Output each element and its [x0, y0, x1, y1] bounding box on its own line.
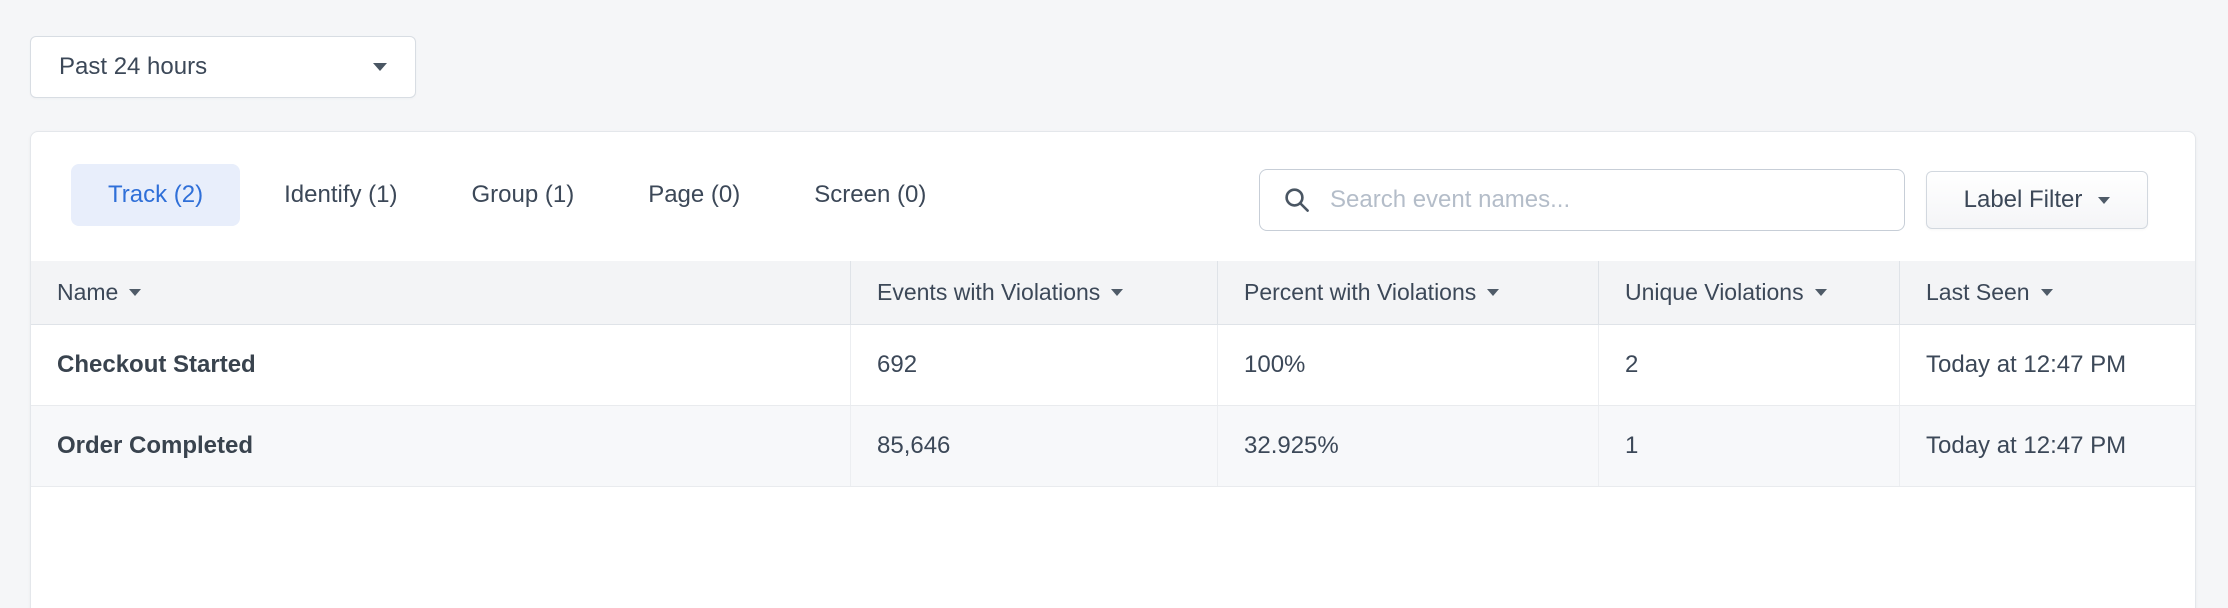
violations-table: Name Events with Violations Percent with…: [31, 261, 2195, 487]
column-header-name[interactable]: Name: [31, 261, 850, 324]
tab-screen[interactable]: Screen (0): [814, 181, 927, 208]
table-header-row: Name Events with Violations Percent with…: [31, 261, 2195, 325]
unique-violations-cell: 2: [1598, 325, 1899, 405]
column-header-percent-with-violations[interactable]: Percent with Violations: [1217, 261, 1598, 324]
event-name-cell: Checkout Started: [57, 351, 256, 378]
sort-caret-icon: [129, 289, 142, 296]
time-range-dropdown[interactable]: Past 24 hours: [30, 36, 416, 98]
violations-card: Track (2) Identify (1) Group (1) Page (0…: [30, 131, 2196, 608]
tab-group[interactable]: Group (1): [471, 181, 575, 208]
last-seen-cell: Today at 12:47 PM: [1899, 406, 2195, 486]
search-icon: [1285, 188, 1309, 212]
tab-identify[interactable]: Identify (1): [284, 181, 398, 208]
chevron-down-icon: [373, 63, 387, 71]
percent-with-violations-cell: 32.925%: [1217, 406, 1598, 486]
search-box: [1259, 169, 1905, 231]
tab-page[interactable]: Page (0): [648, 181, 741, 208]
label-filter-button[interactable]: Label Filter: [1926, 171, 2148, 229]
unique-violations-cell: 1: [1598, 406, 1899, 486]
sort-caret-icon: [1814, 289, 1827, 296]
event-type-tabs: Track (2) Identify (1) Group (1) Page (0…: [71, 164, 956, 226]
column-header-unique-violations[interactable]: Unique Violations: [1598, 261, 1899, 324]
last-seen-cell: Today at 12:47 PM: [1899, 325, 2195, 405]
time-range-value: Past 24 hours: [59, 53, 208, 80]
sort-caret-icon: [1111, 289, 1124, 296]
chevron-down-icon: [2098, 196, 2111, 204]
events-with-violations-cell: 85,646: [850, 406, 1217, 486]
event-name-cell: Order Completed: [57, 432, 254, 459]
events-with-violations-cell: 692: [850, 325, 1217, 405]
table-row[interactable]: Checkout Started 692 100% 2 Today at 12:…: [31, 325, 2195, 406]
search-input[interactable]: [1330, 186, 1882, 214]
sort-caret-icon: [2040, 289, 2053, 296]
percent-with-violations-cell: 100%: [1217, 325, 1598, 405]
sort-caret-icon: [1487, 289, 1500, 296]
table-row[interactable]: Order Completed 85,646 32.925% 1 Today a…: [31, 406, 2195, 487]
column-header-events-with-violations[interactable]: Events with Violations: [850, 261, 1217, 324]
label-filter-label: Label Filter: [1963, 186, 2083, 213]
tab-track[interactable]: Track (2): [71, 164, 241, 226]
column-header-last-seen[interactable]: Last Seen: [1899, 261, 2195, 324]
